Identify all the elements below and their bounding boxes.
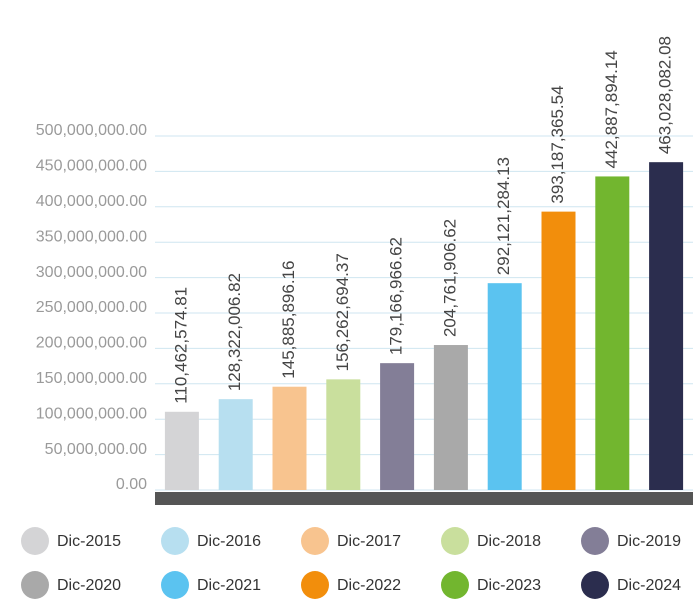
legend-swatch	[301, 527, 329, 555]
legend-label: Dic-2015	[57, 533, 121, 550]
legend-label: Dic-2023	[477, 577, 541, 594]
legend-swatch	[441, 527, 469, 555]
bar	[595, 176, 630, 490]
y-tick-label: 300,000,000.00	[36, 264, 147, 281]
bar	[649, 162, 684, 490]
legend-swatch	[161, 571, 189, 599]
y-tick-label: 100,000,000.00	[36, 405, 147, 422]
legend-label: Dic-2022	[337, 577, 401, 594]
bar	[326, 379, 361, 490]
value-label: 128,322,006.82	[225, 273, 244, 391]
value-label: 179,166,966.62	[387, 237, 406, 355]
y-tick-label: 350,000,000.00	[36, 228, 147, 245]
legend-swatch	[21, 527, 49, 555]
value-label: 463,028,082.08	[656, 36, 675, 154]
y-tick-label: 0.00	[116, 476, 147, 493]
value-label: 442,887,894.14	[602, 50, 621, 168]
value-label: 145,885,896.16	[279, 261, 298, 379]
bar	[380, 363, 415, 490]
y-tick-label: 500,000,000.00	[36, 122, 147, 139]
y-tick-label: 450,000,000.00	[36, 158, 147, 175]
y-tick-label: 50,000,000.00	[45, 441, 147, 458]
bar	[433, 345, 468, 490]
y-tick-label: 400,000,000.00	[36, 193, 147, 210]
legend-label: Dic-2018	[477, 533, 541, 550]
bar	[272, 386, 307, 490]
y-tick-label: 200,000,000.00	[36, 335, 147, 352]
y-tick-label: 150,000,000.00	[36, 370, 147, 387]
legend-swatch	[21, 571, 49, 599]
bar	[541, 211, 576, 490]
legend-label: Dic-2021	[197, 577, 261, 594]
legend-label: Dic-2024	[617, 577, 681, 594]
bar	[487, 283, 522, 490]
x-axis-band	[155, 492, 693, 505]
value-label: 110,462,574.81	[171, 287, 190, 404]
value-label: 292,121,284.13	[494, 157, 513, 275]
bar	[218, 399, 253, 490]
legend-swatch	[161, 527, 189, 555]
legend-swatch	[581, 571, 609, 599]
bar	[164, 411, 199, 490]
legend-label: Dic-2020	[57, 577, 121, 594]
y-tick-label: 250,000,000.00	[36, 299, 147, 316]
legend-swatch	[441, 571, 469, 599]
legend-label: Dic-2017	[337, 533, 401, 550]
value-label: 393,187,365.54	[548, 85, 567, 203]
legend-label: Dic-2019	[617, 533, 681, 550]
value-label: 204,761,906.62	[440, 219, 459, 337]
legend-swatch	[301, 571, 329, 599]
value-label: 156,262,694.37	[333, 253, 352, 371]
legend-label: Dic-2016	[197, 533, 261, 550]
legend-swatch	[581, 527, 609, 555]
